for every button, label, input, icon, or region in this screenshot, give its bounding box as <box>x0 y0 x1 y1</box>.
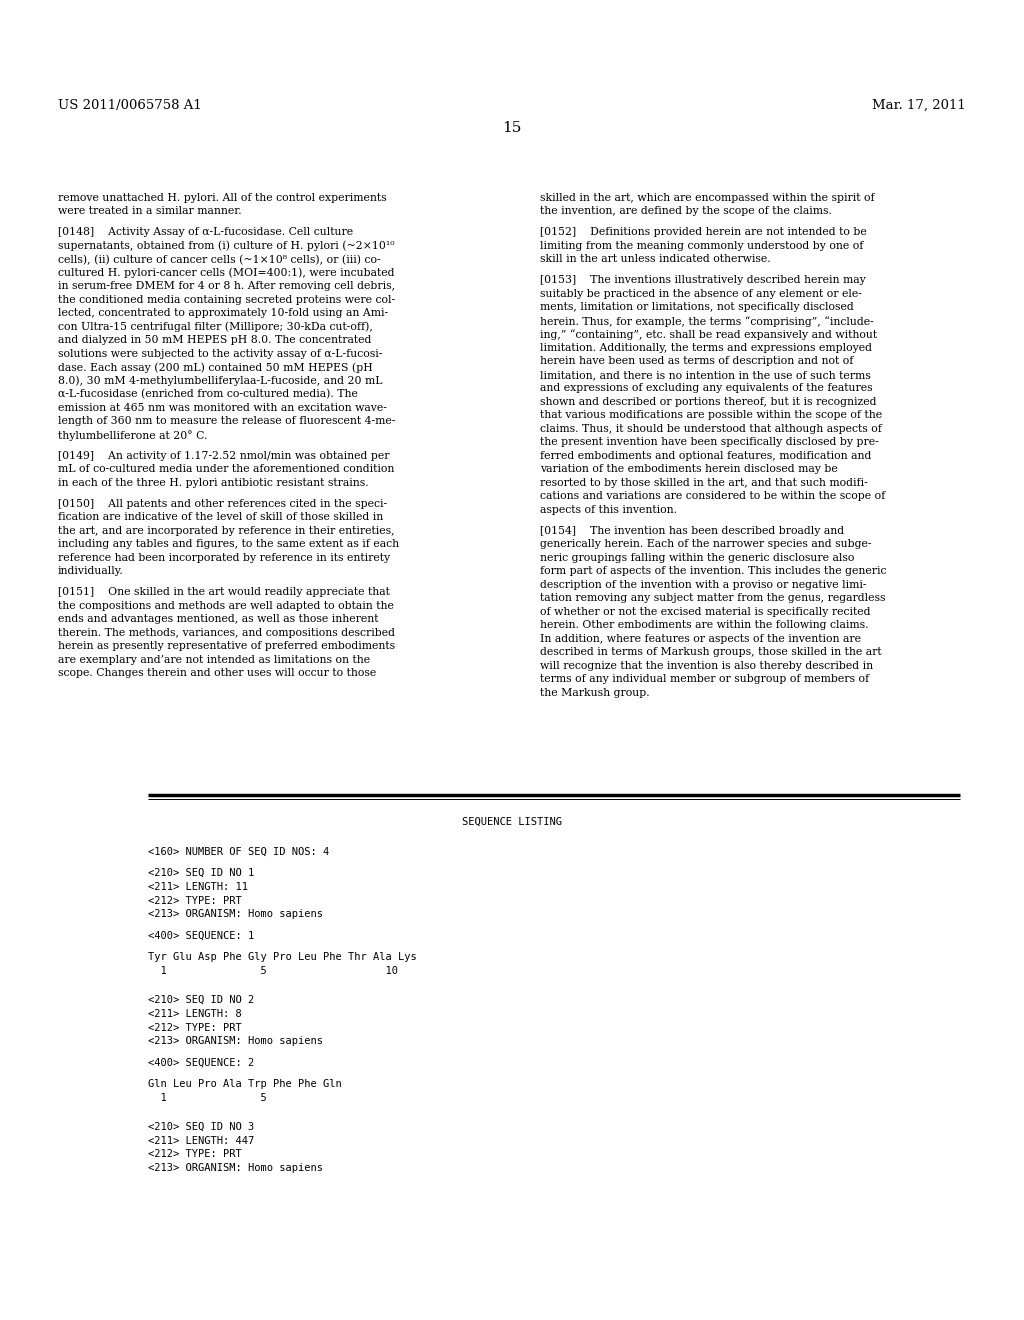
Text: the art, and are incorporated by reference in their entireties,: the art, and are incorporated by referen… <box>58 525 394 536</box>
Text: thylumbelliferone at 20° C.: thylumbelliferone at 20° C. <box>58 430 208 441</box>
Text: [0154]    The invention has been described broadly and: [0154] The invention has been described … <box>540 525 844 536</box>
Text: generically herein. Each of the narrower species and subge-: generically herein. Each of the narrower… <box>540 540 871 549</box>
Text: lected, concentrated to approximately 10-fold using an Ami-: lected, concentrated to approximately 10… <box>58 309 388 318</box>
Text: individually.: individually. <box>58 566 124 577</box>
Text: [0151]    One skilled in the art would readily appreciate that: [0151] One skilled in the art would read… <box>58 587 390 597</box>
Text: and expressions of excluding any equivalents of the features: and expressions of excluding any equival… <box>540 383 872 393</box>
Text: <212> TYPE: PRT: <212> TYPE: PRT <box>148 1150 242 1159</box>
Text: the invention, are defined by the scope of the claims.: the invention, are defined by the scope … <box>540 206 831 216</box>
Text: skilled in the art, which are encompassed within the spirit of: skilled in the art, which are encompasse… <box>540 193 874 203</box>
Text: variation of the embodiments herein disclosed may be: variation of the embodiments herein disc… <box>540 465 838 474</box>
Text: resorted to by those skilled in the art, and that such modifi-: resorted to by those skilled in the art,… <box>540 478 867 488</box>
Text: neric groupings falling within the generic disclosure also: neric groupings falling within the gener… <box>540 553 854 562</box>
Text: mL of co-cultured media under the aforementioned condition: mL of co-cultured media under the aforem… <box>58 465 394 474</box>
Text: dase. Each assay (200 mL) contained 50 mM HEPES (pH: dase. Each assay (200 mL) contained 50 m… <box>58 363 373 374</box>
Text: <210> SEQ ID NO 1: <210> SEQ ID NO 1 <box>148 869 254 878</box>
Text: form part of aspects of the invention. This includes the generic: form part of aspects of the invention. T… <box>540 566 887 577</box>
Text: skill in the art unless indicated otherwise.: skill in the art unless indicated otherw… <box>540 255 771 264</box>
Text: 1               5: 1 5 <box>148 1093 266 1104</box>
Text: con Ultra-15 centrifugal filter (Millipore; 30-kDa cut-off),: con Ultra-15 centrifugal filter (Millipo… <box>58 322 373 333</box>
Text: in serum-free DMEM for 4 or 8 h. After removing cell debris,: in serum-free DMEM for 4 or 8 h. After r… <box>58 281 395 292</box>
Text: limitation, and there is no intention in the use of such terms: limitation, and there is no intention in… <box>540 370 870 380</box>
Text: herein have been used as terms of description and not of: herein have been used as terms of descri… <box>540 356 853 367</box>
Text: <213> ORGANISM: Homo sapiens: <213> ORGANISM: Homo sapiens <box>148 1163 323 1173</box>
Text: terms of any individual member or subgroup of members of: terms of any individual member or subgro… <box>540 675 869 684</box>
Text: that various modifications are possible within the scope of the: that various modifications are possible … <box>540 411 882 420</box>
Text: <213> ORGANISM: Homo sapiens: <213> ORGANISM: Homo sapiens <box>148 909 323 919</box>
Text: <212> TYPE: PRT: <212> TYPE: PRT <box>148 895 242 906</box>
Text: ments, limitation or limitations, not specifically disclosed: ments, limitation or limitations, not sp… <box>540 302 854 313</box>
Text: 1               5                   10: 1 5 10 <box>148 966 398 975</box>
Text: <400> SEQUENCE: 2: <400> SEQUENCE: 2 <box>148 1057 254 1068</box>
Text: 8.0), 30 mM 4-methylumbelliferylaa-L-fucoside, and 20 mL: 8.0), 30 mM 4-methylumbelliferylaa-L-fuc… <box>58 376 383 387</box>
Text: described in terms of Markush groups, those skilled in the art: described in terms of Markush groups, th… <box>540 647 882 657</box>
Text: cells), (ii) culture of cancer cells (~1×10⁸ cells), or (iii) co-: cells), (ii) culture of cancer cells (~1… <box>58 255 381 265</box>
Text: supernatants, obtained from (i) culture of H. pylori (~2×10¹⁰: supernatants, obtained from (i) culture … <box>58 242 394 252</box>
Text: shown and described or portions thereof, but it is recognized: shown and described or portions thereof,… <box>540 397 877 407</box>
Text: fication are indicative of the level of skill of those skilled in: fication are indicative of the level of … <box>58 512 383 523</box>
Text: SEQUENCE LISTING: SEQUENCE LISTING <box>462 817 562 828</box>
Text: Mar. 17, 2011: Mar. 17, 2011 <box>872 99 966 111</box>
Text: [0149]    An activity of 1.17-2.52 nmol/min was obtained per: [0149] An activity of 1.17-2.52 nmol/min… <box>58 451 389 461</box>
Text: Gln Leu Pro Ala Trp Phe Phe Gln: Gln Leu Pro Ala Trp Phe Phe Gln <box>148 1080 342 1089</box>
Text: remove unattached H. pylori. All of the control experiments: remove unattached H. pylori. All of the … <box>58 193 387 203</box>
Text: the Markush group.: the Markush group. <box>540 688 649 698</box>
Text: <210> SEQ ID NO 2: <210> SEQ ID NO 2 <box>148 995 254 1005</box>
Text: α-L-fucosidase (enriched from co-cultured media). The: α-L-fucosidase (enriched from co-culture… <box>58 389 357 400</box>
Text: limitation. Additionally, the terms and expressions employed: limitation. Additionally, the terms and … <box>540 343 872 352</box>
Text: Tyr Glu Asp Phe Gly Pro Leu Phe Thr Ala Lys: Tyr Glu Asp Phe Gly Pro Leu Phe Thr Ala … <box>148 952 417 962</box>
Text: the conditioned media containing secreted proteins were col-: the conditioned media containing secrete… <box>58 294 395 305</box>
Text: and dialyzed in 50 mM HEPES pH 8.0. The concentrated: and dialyzed in 50 mM HEPES pH 8.0. The … <box>58 335 372 346</box>
Text: are exemplary and’are not intended as limitations on the: are exemplary and’are not intended as li… <box>58 655 370 665</box>
Text: cultured H. pylori-cancer cells (MOI=400:1), were incubated: cultured H. pylori-cancer cells (MOI=400… <box>58 268 394 279</box>
Text: <400> SEQUENCE: 1: <400> SEQUENCE: 1 <box>148 931 254 941</box>
Text: including any tables and figures, to the same extent as if each: including any tables and figures, to the… <box>58 540 399 549</box>
Text: ing,” “containing”, etc. shall be read expansively and without: ing,” “containing”, etc. shall be read e… <box>540 330 878 341</box>
Text: herein as presently representative of preferred embodiments: herein as presently representative of pr… <box>58 642 395 651</box>
Text: ferred embodiments and optional features, modification and: ferred embodiments and optional features… <box>540 451 871 461</box>
Text: therein. The methods, variances, and compositions described: therein. The methods, variances, and com… <box>58 628 395 638</box>
Text: [0148]    Activity Assay of α-L-fucosidase. Cell culture: [0148] Activity Assay of α-L-fucosidase.… <box>58 227 353 238</box>
Text: claims. Thus, it should be understood that although aspects of: claims. Thus, it should be understood th… <box>540 424 882 434</box>
Text: will recognize that the invention is also thereby described in: will recognize that the invention is als… <box>540 661 873 671</box>
Text: In addition, where features or aspects of the invention are: In addition, where features or aspects o… <box>540 634 861 644</box>
Text: <211> LENGTH: 447: <211> LENGTH: 447 <box>148 1135 254 1146</box>
Text: aspects of this invention.: aspects of this invention. <box>540 504 677 515</box>
Text: of whether or not the excised material is specifically recited: of whether or not the excised material i… <box>540 607 870 616</box>
Text: ends and advantages mentioned, as well as those inherent: ends and advantages mentioned, as well a… <box>58 614 379 624</box>
Text: [0150]    All patents and other references cited in the speci-: [0150] All patents and other references … <box>58 499 387 508</box>
Text: cations and variations are considered to be within the scope of: cations and variations are considered to… <box>540 491 886 502</box>
Text: 15: 15 <box>503 121 521 135</box>
Text: in each of the three H. pylori antibiotic resistant strains.: in each of the three H. pylori antibioti… <box>58 478 369 488</box>
Text: <160> NUMBER OF SEQ ID NOS: 4: <160> NUMBER OF SEQ ID NOS: 4 <box>148 846 330 857</box>
Text: tation removing any subject matter from the genus, regardless: tation removing any subject matter from … <box>540 593 886 603</box>
Text: the present invention have been specifically disclosed by pre-: the present invention have been specific… <box>540 437 879 447</box>
Text: limiting from the meaning commonly understood by one of: limiting from the meaning commonly under… <box>540 242 863 251</box>
Text: length of 360 nm to measure the release of fluorescent 4-me-: length of 360 nm to measure the release … <box>58 416 395 426</box>
Text: <210> SEQ ID NO 3: <210> SEQ ID NO 3 <box>148 1122 254 1131</box>
Text: herein. Thus, for example, the terms “comprising”, “include-: herein. Thus, for example, the terms “co… <box>540 315 873 326</box>
Text: were treated in a similar manner.: were treated in a similar manner. <box>58 206 242 216</box>
Text: herein. Other embodiments are within the following claims.: herein. Other embodiments are within the… <box>540 620 868 630</box>
Text: [0152]    Definitions provided herein are not intended to be: [0152] Definitions provided herein are n… <box>540 227 866 238</box>
Text: suitably be practiced in the absence of any element or ele-: suitably be practiced in the absence of … <box>540 289 862 298</box>
Text: the compositions and methods are well adapted to obtain the: the compositions and methods are well ad… <box>58 601 394 611</box>
Text: scope. Changes therein and other uses will occur to those: scope. Changes therein and other uses wi… <box>58 668 376 678</box>
Text: <211> LENGTH: 11: <211> LENGTH: 11 <box>148 882 248 892</box>
Text: emission at 465 nm was monitored with an excitation wave-: emission at 465 nm was monitored with an… <box>58 403 387 413</box>
Text: description of the invention with a proviso or negative limi-: description of the invention with a prov… <box>540 579 866 590</box>
Text: <211> LENGTH: 8: <211> LENGTH: 8 <box>148 1008 242 1019</box>
Text: [0153]    The inventions illustratively described herein may: [0153] The inventions illustratively des… <box>540 276 865 285</box>
Text: reference had been incorporated by reference in its entirety: reference had been incorporated by refer… <box>58 553 390 562</box>
Text: solutions were subjected to the activity assay of α-L-fucosi-: solutions were subjected to the activity… <box>58 348 382 359</box>
Text: <213> ORGANISM: Homo sapiens: <213> ORGANISM: Homo sapiens <box>148 1036 323 1047</box>
Text: US 2011/0065758 A1: US 2011/0065758 A1 <box>58 99 202 111</box>
Text: <212> TYPE: PRT: <212> TYPE: PRT <box>148 1023 242 1032</box>
